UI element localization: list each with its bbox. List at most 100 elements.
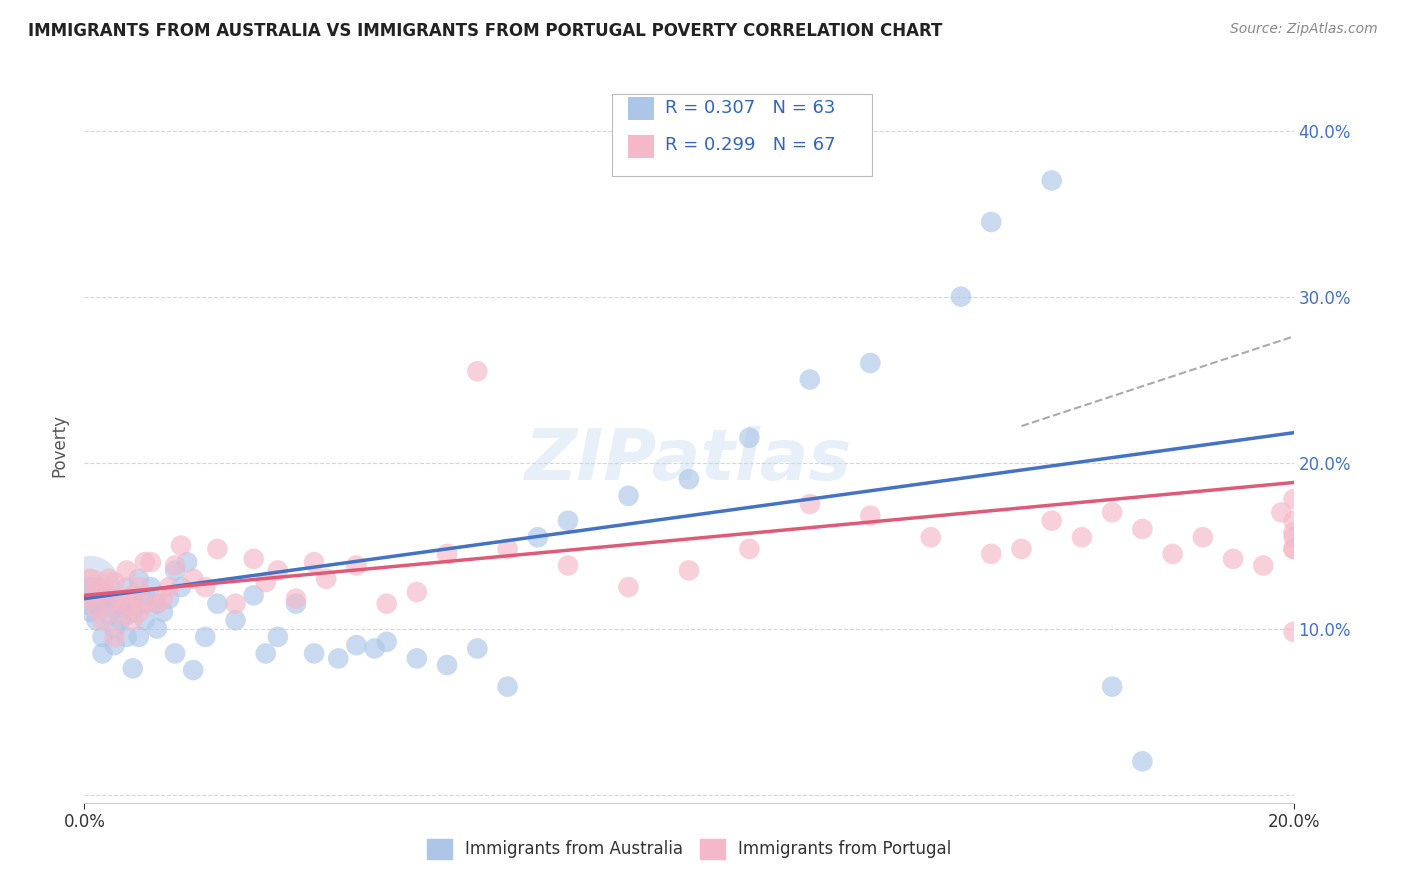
- Point: [79, 578, 101, 592]
- Point: [91, 591, 114, 606]
- Point: [121, 605, 143, 619]
- Point: [678, 472, 700, 486]
- Point: [86, 601, 108, 615]
- Text: Source: ZipAtlas.com: Source: ZipAtlas.com: [1230, 22, 1378, 37]
- Point: [181, 663, 204, 677]
- Point: [207, 597, 229, 611]
- Point: [346, 638, 368, 652]
- Point: [1282, 514, 1305, 528]
- Text: R = 0.307   N = 63: R = 0.307 N = 63: [665, 99, 835, 117]
- Point: [363, 641, 385, 656]
- Point: [110, 613, 132, 627]
- Point: [267, 564, 290, 578]
- Point: [1222, 552, 1244, 566]
- Point: [302, 555, 325, 569]
- Point: [1282, 624, 1305, 639]
- Point: [496, 680, 519, 694]
- Point: [859, 508, 882, 523]
- Point: [436, 547, 458, 561]
- Point: [139, 555, 162, 569]
- Point: [225, 613, 247, 627]
- Point: [1130, 522, 1153, 536]
- Point: [91, 585, 114, 599]
- Point: [121, 588, 143, 602]
- Point: [617, 489, 640, 503]
- Point: [527, 530, 550, 544]
- Point: [115, 630, 138, 644]
- Point: [1270, 505, 1292, 519]
- Point: [315, 572, 337, 586]
- Point: [115, 608, 138, 623]
- Y-axis label: Poverty: Poverty: [51, 415, 69, 477]
- Point: [139, 580, 162, 594]
- Point: [181, 572, 204, 586]
- Point: [1282, 525, 1305, 540]
- Point: [79, 605, 101, 619]
- Point: [121, 613, 143, 627]
- Point: [1282, 530, 1305, 544]
- Point: [176, 555, 198, 569]
- Point: [79, 591, 101, 606]
- Point: [134, 597, 156, 611]
- Point: [79, 572, 101, 586]
- Point: [165, 647, 187, 661]
- Point: [165, 558, 187, 573]
- Point: [194, 580, 217, 594]
- Point: [346, 558, 368, 573]
- Point: [134, 597, 156, 611]
- Point: [115, 597, 138, 611]
- Point: [115, 580, 138, 594]
- Point: [406, 651, 429, 665]
- Point: [134, 555, 156, 569]
- Point: [920, 530, 942, 544]
- Point: [146, 597, 169, 611]
- Point: [375, 635, 398, 649]
- Point: [79, 580, 101, 594]
- Point: [242, 552, 264, 566]
- Point: [157, 580, 180, 594]
- Point: [152, 591, 174, 606]
- Point: [285, 591, 308, 606]
- Point: [1282, 541, 1305, 556]
- Point: [134, 613, 156, 627]
- Point: [115, 564, 138, 578]
- Point: [170, 580, 193, 594]
- Text: ZIPatlas: ZIPatlas: [526, 425, 852, 495]
- Point: [121, 661, 143, 675]
- Point: [254, 575, 277, 590]
- Point: [104, 638, 127, 652]
- Point: [799, 497, 821, 511]
- Point: [97, 572, 120, 586]
- Point: [134, 588, 156, 602]
- Point: [1253, 558, 1275, 573]
- Point: [165, 564, 187, 578]
- Point: [1011, 541, 1033, 556]
- Point: [436, 658, 458, 673]
- Point: [104, 575, 127, 590]
- Point: [128, 605, 150, 619]
- Point: [104, 630, 127, 644]
- Point: [194, 630, 217, 644]
- Point: [91, 647, 114, 661]
- Point: [1130, 754, 1153, 768]
- Point: [1161, 547, 1184, 561]
- Point: [950, 290, 973, 304]
- Point: [86, 580, 108, 594]
- Point: [1282, 492, 1305, 507]
- Point: [225, 597, 247, 611]
- Point: [859, 356, 882, 370]
- Point: [1040, 514, 1063, 528]
- Point: [738, 541, 761, 556]
- Text: IMMIGRANTS FROM AUSTRALIA VS IMMIGRANTS FROM PORTUGAL POVERTY CORRELATION CHART: IMMIGRANTS FROM AUSTRALIA VS IMMIGRANTS …: [28, 22, 942, 40]
- Point: [980, 215, 1002, 229]
- Point: [375, 597, 398, 611]
- Point: [79, 585, 101, 599]
- Point: [146, 597, 169, 611]
- Point: [110, 597, 132, 611]
- Point: [157, 591, 180, 606]
- Point: [302, 647, 325, 661]
- Point: [128, 572, 150, 586]
- Point: [170, 539, 193, 553]
- Point: [738, 431, 761, 445]
- Point: [467, 364, 489, 378]
